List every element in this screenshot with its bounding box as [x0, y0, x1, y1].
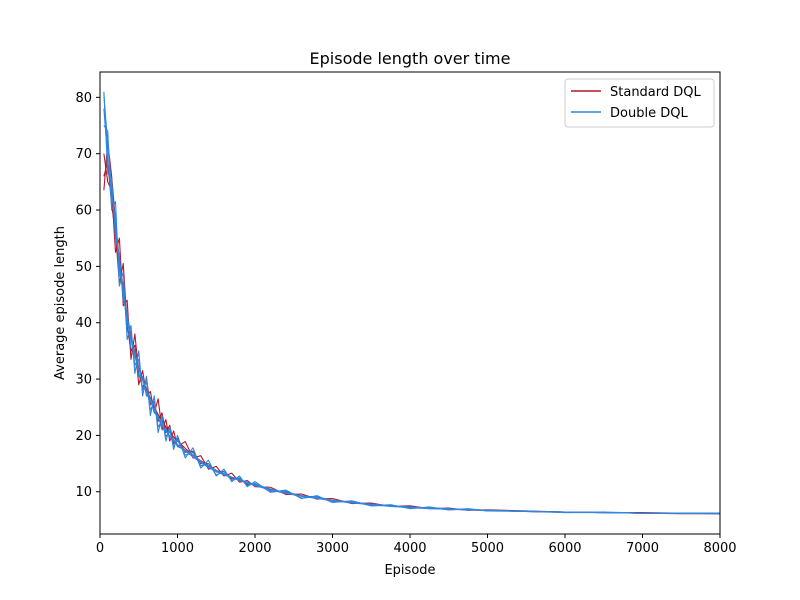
x-tick-label: 8000 — [703, 541, 736, 556]
x-tick-label: 6000 — [548, 541, 581, 556]
series-line-double-dql-run-4 — [103, 91, 720, 514]
legend-label-double-dql: Double DQL — [610, 106, 688, 121]
y-tick-label: 40 — [75, 316, 92, 331]
y-tick-label: 10 — [75, 485, 92, 500]
series-line-double-dql-run-3 — [103, 125, 721, 515]
legend: Standard DQL Double DQL — [564, 78, 715, 128]
x-tick-label: 5000 — [471, 541, 504, 556]
x-tick-label: 1000 — [161, 541, 194, 556]
y-tick-label: 70 — [75, 147, 92, 162]
y-tick-label: 50 — [75, 260, 92, 275]
y-tick-label: 60 — [75, 204, 92, 219]
y-tick-label: 20 — [75, 429, 92, 444]
legend-label-standard-dql: Standard DQL — [610, 85, 702, 100]
series-layer — [103, 91, 721, 515]
y-axis-ticks: 10 20 30 40 50 60 70 80 — [75, 91, 100, 500]
x-axis-label: Episode — [384, 563, 435, 578]
x-tick-label: 3000 — [316, 541, 349, 556]
legend-box — [564, 78, 715, 128]
x-tick-label: 4000 — [393, 541, 426, 556]
series-line-standard-dql-run-2 — [103, 161, 720, 514]
series-line-double-dql-run-1 — [103, 94, 721, 515]
x-tick-label: 2000 — [238, 541, 271, 556]
x-tick-label: 0 — [96, 541, 104, 556]
plot-area — [100, 72, 720, 534]
y-tick-label: 30 — [75, 373, 92, 388]
y-axis-label: Average episode length — [53, 226, 68, 380]
y-tick-label: 80 — [75, 91, 92, 106]
x-axis-ticks: 0 1000 2000 3000 4000 5000 6000 7000 8000 — [96, 534, 737, 556]
chart-title: Episode length over time — [310, 49, 511, 68]
x-tick-label: 7000 — [626, 541, 659, 556]
